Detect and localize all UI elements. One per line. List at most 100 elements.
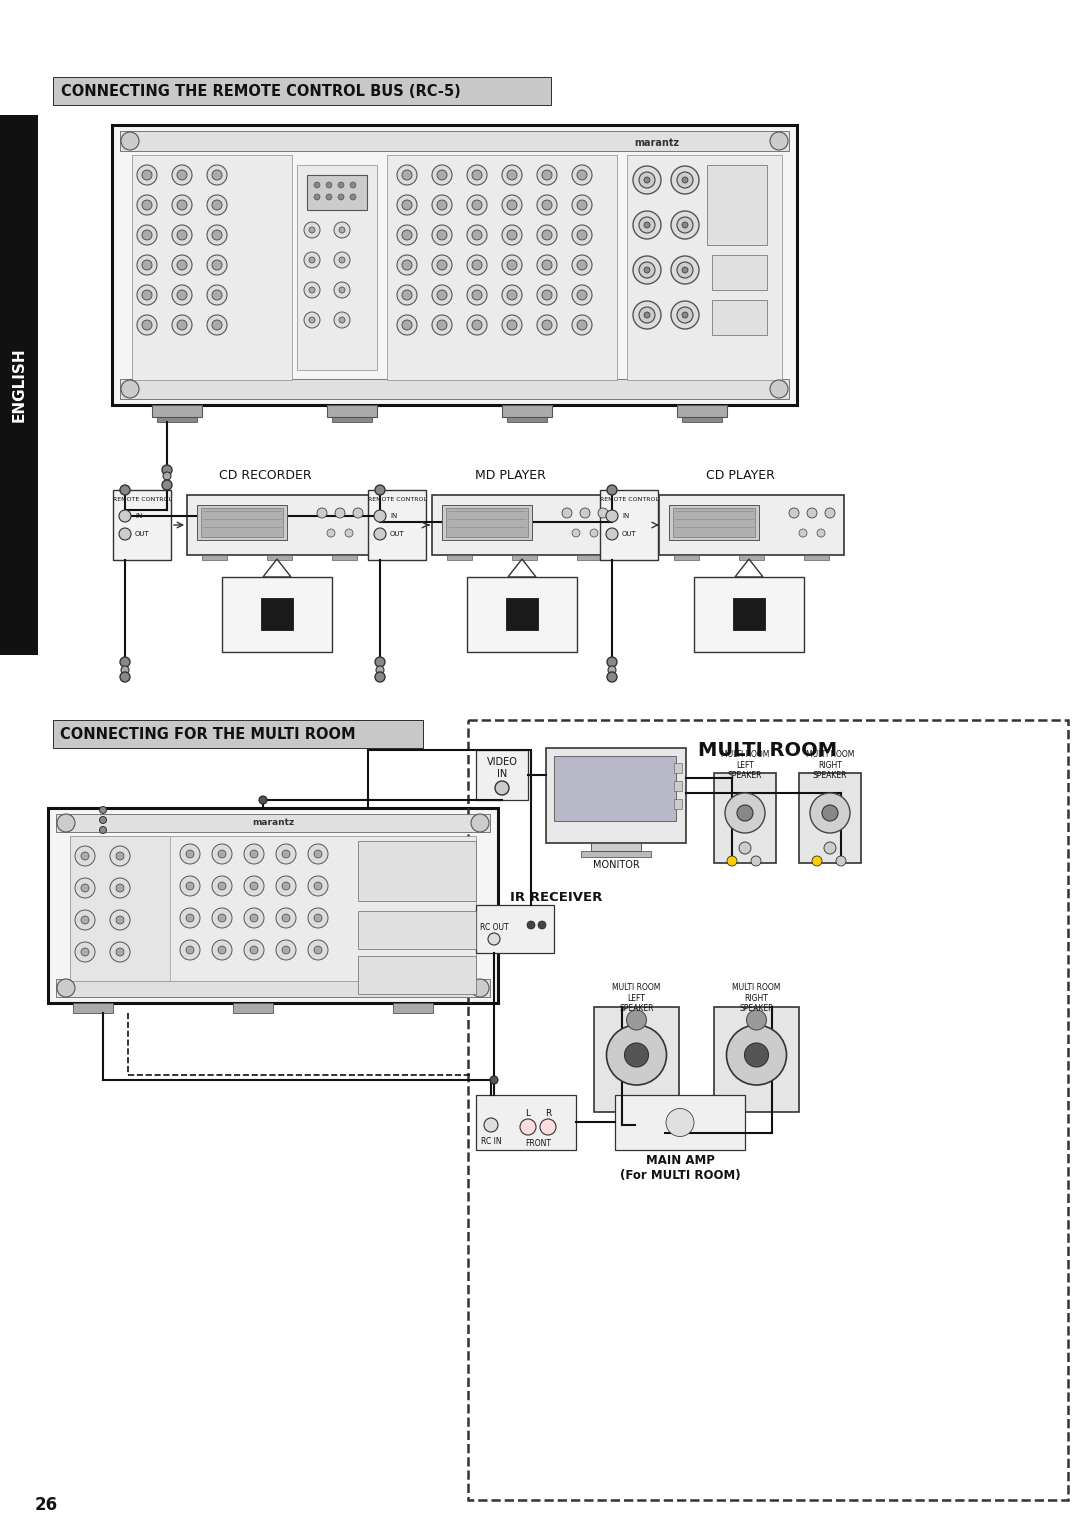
Circle shape [141, 170, 152, 180]
Bar [714, 1007, 799, 1112]
Circle shape [626, 1010, 647, 1030]
Circle shape [314, 946, 322, 953]
Bar [368, 490, 426, 559]
Bar [476, 905, 554, 953]
Text: marantz: marantz [634, 138, 679, 148]
Circle shape [309, 257, 315, 263]
Bar [581, 851, 651, 857]
Text: VIDEO
IN: VIDEO IN [487, 758, 517, 779]
Circle shape [572, 529, 580, 536]
Circle shape [562, 507, 572, 518]
Circle shape [137, 225, 157, 244]
Circle shape [467, 225, 487, 244]
Text: IN: IN [390, 513, 397, 520]
Circle shape [99, 807, 107, 813]
Circle shape [538, 921, 546, 929]
Circle shape [314, 182, 320, 188]
Circle shape [141, 319, 152, 330]
Circle shape [172, 225, 192, 244]
Circle shape [309, 228, 315, 232]
Circle shape [141, 231, 152, 240]
Circle shape [249, 882, 258, 889]
Circle shape [259, 796, 267, 804]
Circle shape [542, 319, 552, 330]
Bar [673, 507, 755, 536]
Circle shape [177, 290, 187, 299]
Circle shape [141, 200, 152, 209]
Circle shape [119, 529, 131, 539]
Circle shape [110, 847, 130, 866]
Circle shape [725, 793, 765, 833]
Circle shape [507, 260, 517, 270]
Bar [393, 1002, 433, 1013]
Circle shape [607, 484, 617, 495]
Bar [659, 495, 843, 555]
Circle shape [308, 908, 328, 927]
Circle shape [244, 843, 264, 863]
Circle shape [186, 882, 194, 889]
Circle shape [186, 914, 194, 921]
Circle shape [318, 507, 327, 518]
Bar [512, 555, 537, 559]
Bar [739, 555, 764, 559]
Circle shape [502, 286, 522, 306]
Circle shape [495, 781, 509, 795]
Bar [627, 154, 782, 380]
Text: CONNECTING THE REMOTE CONTROL BUS (RC-5): CONNECTING THE REMOTE CONTROL BUS (RC-5) [60, 84, 461, 98]
Text: CONNECTING FOR THE MULTI ROOM: CONNECTING FOR THE MULTI ROOM [60, 726, 355, 741]
Circle shape [739, 842, 751, 854]
Circle shape [397, 196, 417, 215]
Text: MULTI ROOM
LEFT
SPEAKER: MULTI ROOM LEFT SPEAKER [612, 983, 661, 1013]
Circle shape [467, 196, 487, 215]
Bar [442, 504, 532, 539]
Circle shape [212, 908, 232, 927]
Circle shape [207, 196, 227, 215]
Bar [327, 405, 377, 417]
Circle shape [207, 225, 227, 244]
Circle shape [472, 319, 482, 330]
Circle shape [519, 1118, 536, 1135]
Circle shape [116, 885, 124, 892]
Circle shape [432, 225, 453, 244]
Bar [467, 578, 577, 652]
Circle shape [507, 319, 517, 330]
Circle shape [376, 666, 384, 674]
Text: RC OUT: RC OUT [480, 923, 509, 932]
Circle shape [402, 290, 411, 299]
Circle shape [507, 231, 517, 240]
Circle shape [432, 196, 453, 215]
Circle shape [75, 879, 95, 898]
Bar [804, 555, 829, 559]
Circle shape [137, 165, 157, 185]
Circle shape [633, 211, 661, 238]
Text: 26: 26 [35, 1496, 58, 1514]
Circle shape [244, 876, 264, 895]
Circle shape [816, 529, 825, 536]
Text: MULTI ROOM: MULTI ROOM [699, 741, 838, 759]
Bar [681, 417, 723, 422]
Text: MULTI ROOM
RIGHT
SPEAKER: MULTI ROOM RIGHT SPEAKER [732, 983, 781, 1013]
Circle shape [836, 856, 846, 866]
Circle shape [542, 290, 552, 299]
Circle shape [218, 946, 226, 953]
Circle shape [471, 979, 489, 996]
Bar [307, 176, 367, 209]
Bar [233, 1002, 273, 1013]
Circle shape [141, 260, 152, 270]
Circle shape [537, 225, 557, 244]
Bar [468, 720, 1068, 1500]
Circle shape [644, 222, 650, 228]
Circle shape [207, 255, 227, 275]
Circle shape [326, 194, 332, 200]
Circle shape [432, 165, 453, 185]
Circle shape [81, 853, 89, 860]
Circle shape [75, 847, 95, 866]
Circle shape [472, 260, 482, 270]
Text: IN: IN [622, 513, 630, 520]
Circle shape [116, 947, 124, 957]
Bar [112, 125, 797, 405]
Circle shape [282, 914, 291, 921]
Bar [712, 299, 767, 335]
Circle shape [633, 257, 661, 284]
Circle shape [282, 946, 291, 953]
